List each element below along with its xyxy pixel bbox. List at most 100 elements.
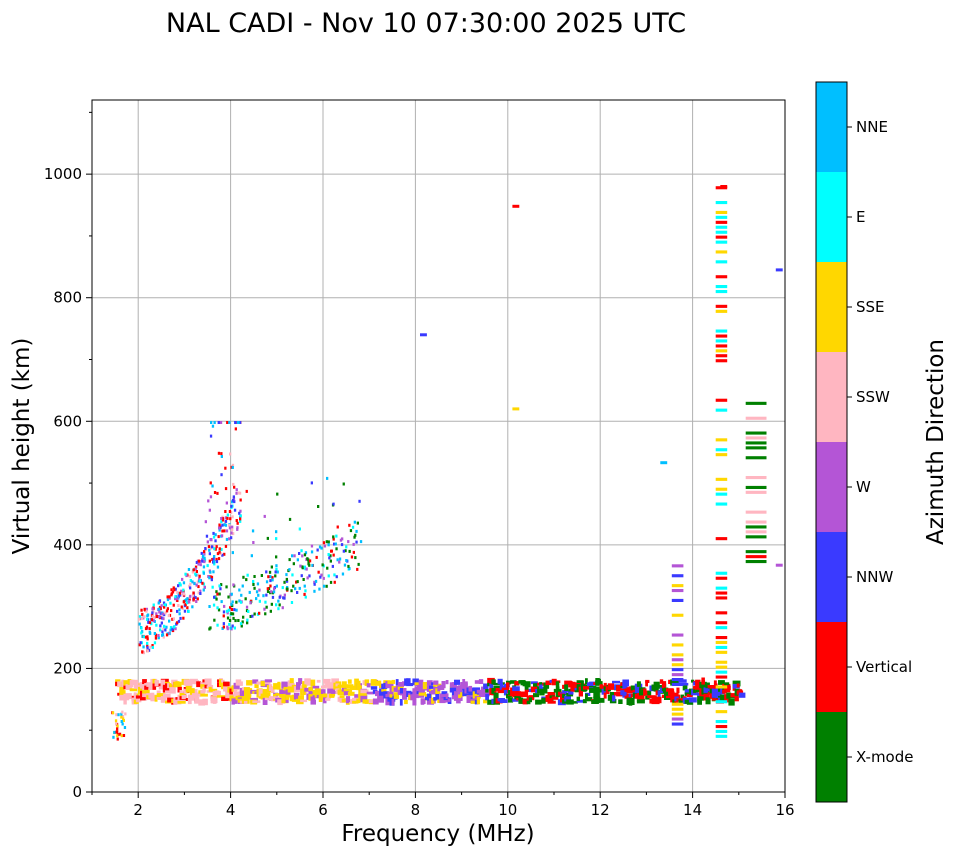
- echo-mark: [497, 678, 503, 685]
- echo-mark: [291, 573, 294, 577]
- echo-mark: [244, 689, 247, 696]
- echo-mark: [210, 578, 213, 582]
- echo-mark: [214, 690, 220, 693]
- colorbar-tick-label: SSE: [856, 298, 885, 316]
- echo-mark: [325, 540, 328, 544]
- echo-mark: [483, 683, 489, 691]
- echo-mark: [233, 608, 236, 612]
- echo-mark: [215, 590, 218, 594]
- echo-mark: [295, 580, 298, 584]
- echo-mark: [278, 603, 281, 607]
- echo-mark: [730, 693, 739, 696]
- echo-mark: [228, 619, 232, 622]
- echo-mark: [300, 549, 303, 553]
- echo-mark: [336, 558, 339, 562]
- echo-mark: [228, 526, 232, 530]
- echo-mark: [618, 688, 626, 692]
- echo-mark: [641, 689, 646, 694]
- echo-mark: [381, 687, 387, 692]
- echo-mark: [273, 696, 280, 700]
- echo-mark: [734, 696, 739, 702]
- echo-mark: [192, 568, 195, 572]
- echo-mark: [333, 573, 336, 577]
- echo-mark: [433, 697, 437, 701]
- echo-mark: [720, 694, 729, 700]
- echo-mark: [724, 686, 731, 693]
- echo-mark: [169, 628, 172, 632]
- echo-mark: [472, 691, 481, 699]
- echo-mark: [139, 641, 142, 645]
- echo-mark: [483, 699, 488, 704]
- echo-mark: [370, 686, 378, 690]
- echo-mark: [636, 681, 641, 687]
- echo-mark: [672, 699, 677, 705]
- echo-mark: [449, 687, 458, 693]
- echo-mark: [254, 684, 259, 688]
- echo-mark: [322, 576, 325, 580]
- x-tick-label: 8: [411, 801, 421, 819]
- echo-mark: [356, 680, 361, 689]
- echo-mark: [491, 687, 495, 694]
- echo-mark: [264, 680, 271, 685]
- echo-mark: [260, 680, 266, 687]
- echo-mark: [203, 560, 206, 564]
- echo-mark: [199, 589, 202, 593]
- echo-mark: [199, 563, 202, 567]
- echo-mark: [682, 682, 689, 686]
- echo-mark: [139, 617, 142, 620]
- echo-mark: [163, 624, 166, 628]
- echo-mark: [332, 535, 335, 539]
- echo-mark: [275, 584, 278, 588]
- echo-mark: [160, 604, 163, 608]
- echo-mark: [206, 540, 209, 544]
- echo-mark: [313, 582, 316, 586]
- echo-mark: [138, 615, 142, 619]
- echo-mark: [204, 678, 212, 686]
- echo-mark: [291, 554, 294, 558]
- echo-mark: [715, 235, 728, 239]
- echo-mark: [745, 510, 767, 514]
- echo-mark: [250, 554, 253, 558]
- echo-mark: [263, 514, 266, 518]
- echo-mark: [487, 682, 492, 687]
- echo-mark: [338, 560, 341, 564]
- echo-mark: [418, 694, 425, 698]
- echo-mark: [335, 575, 338, 579]
- echo-mark: [151, 615, 154, 619]
- echo-mark: [366, 683, 371, 688]
- echo-mark: [241, 620, 244, 624]
- echo-mark: [166, 598, 170, 602]
- echo-mark: [252, 679, 259, 684]
- echo-mark: [454, 679, 460, 685]
- echo-mark: [123, 680, 128, 686]
- echo-mark: [277, 681, 281, 687]
- echo-mark: [435, 693, 440, 700]
- colorbar-tick-label: NNW: [856, 568, 893, 586]
- echo-mark: [745, 401, 767, 405]
- echo-mark: [445, 693, 449, 699]
- echo-mark: [226, 625, 229, 629]
- echo-mark: [171, 617, 174, 621]
- echo-mark: [472, 687, 481, 693]
- echo-mark: [304, 678, 311, 685]
- echo-mark: [393, 692, 399, 699]
- echo-mark: [618, 699, 623, 704]
- echo-mark: [389, 696, 398, 700]
- echo-mark: [245, 489, 248, 493]
- echo-mark: [251, 529, 255, 533]
- echo-mark: [113, 730, 116, 734]
- echo-mark: [258, 588, 261, 592]
- echo-mark: [192, 693, 199, 700]
- echo-mark: [216, 606, 219, 610]
- echo-mark: [224, 523, 228, 527]
- echo-mark: [671, 707, 684, 711]
- echo-mark: [173, 697, 182, 705]
- echo-mark: [140, 694, 146, 701]
- echo-mark: [216, 552, 220, 556]
- echo-mark: [221, 696, 229, 701]
- echo-mark: [653, 681, 660, 686]
- echo-mark: [209, 575, 212, 579]
- echo-mark: [315, 555, 318, 559]
- echo-mark: [412, 698, 417, 706]
- echo-mark: [231, 466, 234, 469]
